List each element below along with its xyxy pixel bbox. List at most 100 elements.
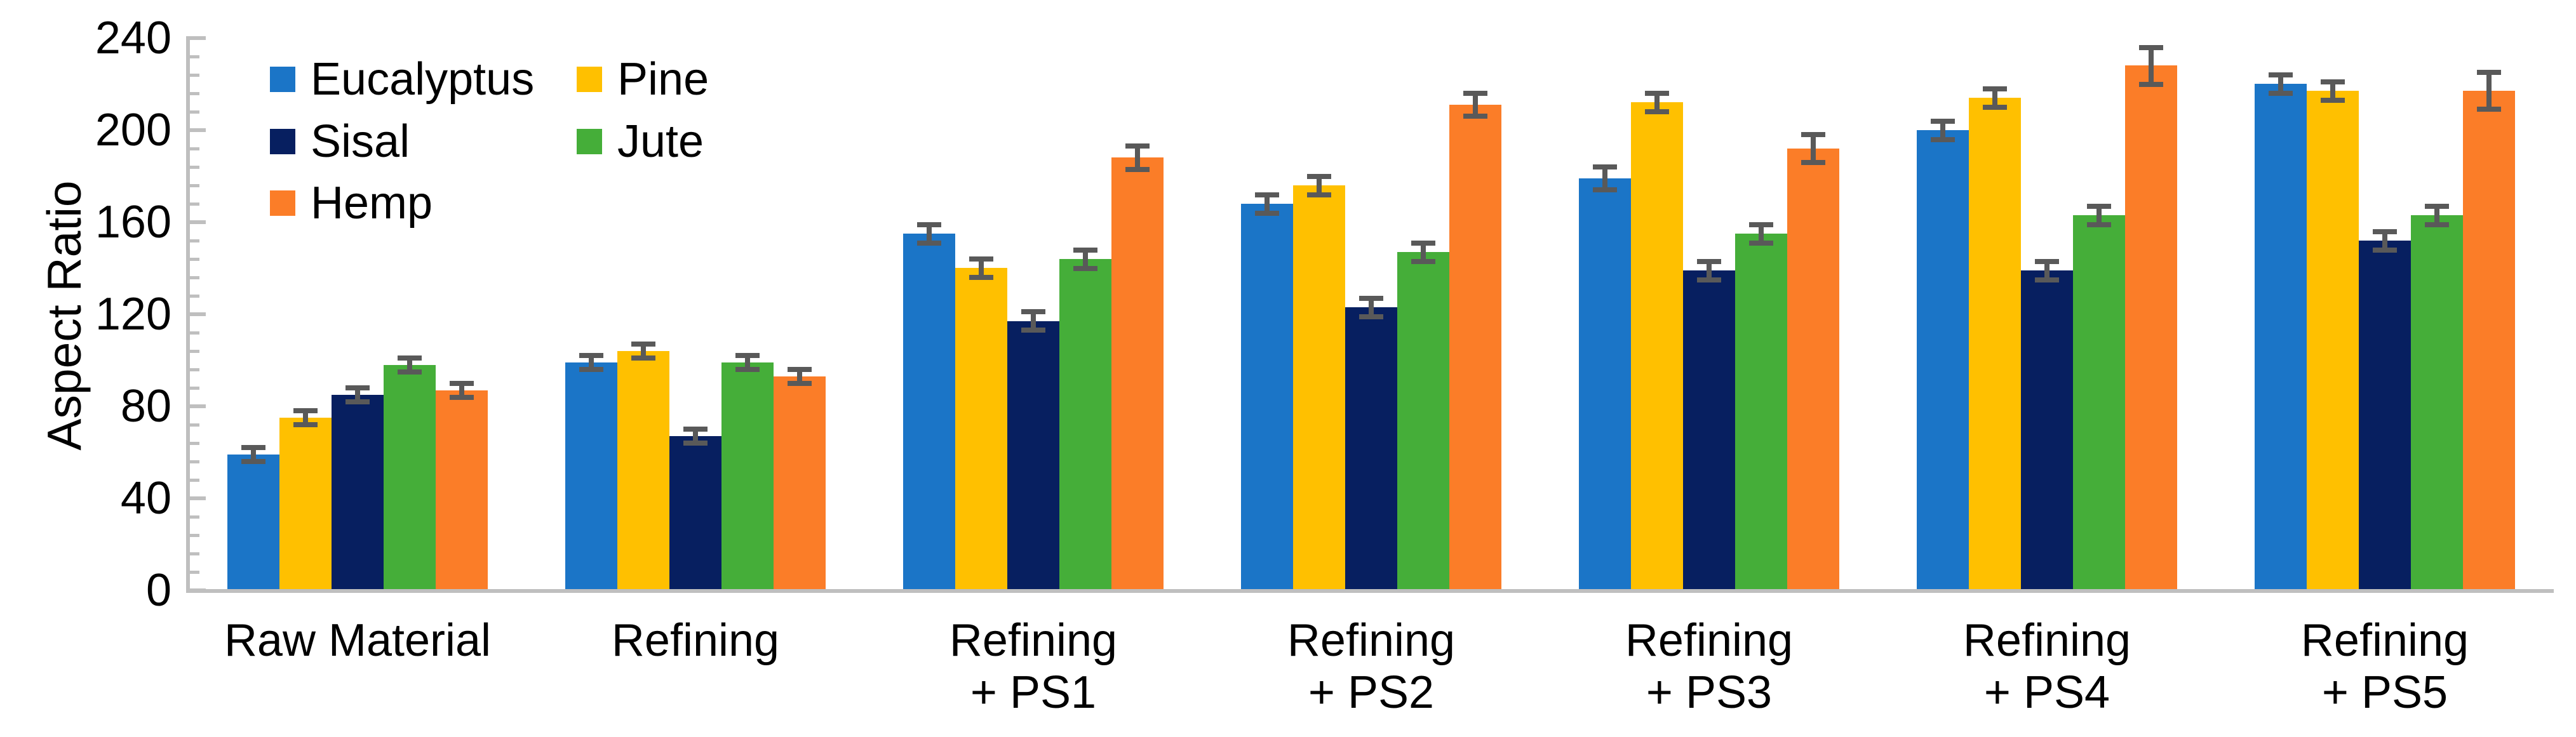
bar-pine-refining-ps4 (1969, 98, 2021, 590)
error-cap-bottom (241, 459, 265, 464)
error-cap-top (1983, 86, 2007, 91)
bar-eucalyptus-refining (565, 362, 617, 590)
bar-hemp-refining-ps1 (1111, 157, 1164, 590)
error-whisker (1473, 93, 1478, 117)
error-whisker (251, 448, 256, 461)
bar-sisal-raw-material (332, 395, 384, 590)
category-label-line: Refining (611, 615, 780, 666)
error-whisker (693, 429, 698, 443)
x-axis-line (186, 589, 2554, 593)
bar-jute-raw-material (384, 365, 436, 590)
bar-eucalyptus-refining-ps5 (2255, 84, 2307, 590)
error-cap-top (917, 222, 941, 227)
error-cap-top (1359, 295, 1383, 301)
error-cap-top (241, 445, 265, 451)
category-label-refining-ps3: Refining + PS3 (1540, 614, 1878, 719)
error-cap-bottom (1697, 277, 1721, 282)
y-minor-tick (190, 184, 199, 187)
y-minor-tick (190, 92, 199, 95)
y-minor-tick (190, 203, 199, 206)
error-cap-bottom (2321, 97, 2345, 103)
legend-label-pine: Pine (617, 54, 709, 105)
legend-swatch-sisal (270, 128, 295, 154)
error-cap-bottom (631, 355, 655, 361)
error-cap-bottom (293, 422, 318, 427)
y-major-tick (190, 220, 206, 224)
legend-item-hemp: Hemp (270, 178, 433, 229)
error-whisker (355, 388, 360, 402)
y-axis-line (186, 36, 190, 592)
category-label-refining-ps4: Refining + PS4 (1878, 614, 2216, 719)
category-label-line: Refining (1962, 615, 2131, 666)
error-cap-bottom (2425, 222, 2449, 227)
error-cap-top (450, 380, 474, 386)
bar-pine-refining-ps3 (1631, 102, 1683, 590)
error-cap-top (969, 256, 993, 262)
error-cap-top (1255, 192, 1279, 197)
error-whisker (589, 355, 594, 369)
error-cap-top (1697, 258, 1721, 264)
error-whisker (1654, 93, 1660, 112)
y-minor-tick (190, 387, 199, 390)
error-whisker (797, 369, 802, 383)
legend-item-sisal: Sisal (270, 116, 410, 167)
error-cap-bottom (1125, 166, 1150, 172)
y-tick-label-120: 120 (95, 289, 171, 340)
error-whisker (1707, 261, 1712, 280)
error-whisker (303, 411, 308, 425)
category-label-refining: Refining (527, 614, 864, 667)
error-cap-top (579, 353, 603, 359)
error-cap-top (1593, 164, 1617, 169)
error-whisker (1811, 135, 1816, 163)
y-minor-tick (190, 110, 199, 114)
bar-jute-refining-ps4 (2073, 215, 2125, 590)
category-label-refining-ps2: Refining + PS2 (1202, 614, 1540, 719)
error-cap-bottom (917, 240, 941, 246)
error-cap-top (1931, 118, 1955, 124)
y-major-tick (190, 312, 206, 316)
bar-eucalyptus-raw-material (227, 455, 279, 590)
error-cap-bottom (1359, 314, 1383, 319)
error-whisker (1602, 167, 1607, 190)
error-cap-top (1021, 309, 1045, 315)
error-whisker (2434, 206, 2439, 225)
error-cap-top (735, 353, 760, 359)
legend-swatch-pine (577, 67, 602, 92)
error-cap-bottom (579, 367, 603, 372)
bar-pine-raw-material (279, 418, 332, 590)
error-cap-bottom (2269, 91, 2293, 96)
error-cap-top (1307, 173, 1331, 179)
error-cap-bottom (1593, 187, 1617, 193)
error-cap-top (631, 342, 655, 347)
legend-label-jute: Jute (617, 116, 704, 167)
error-whisker (1369, 298, 1374, 317)
y-tick-label-240: 240 (95, 13, 171, 63)
bar-sisal-refining-ps1 (1007, 321, 1059, 590)
category-label-line: + PS4 (1983, 667, 2110, 718)
legend-label-sisal: Sisal (311, 116, 410, 167)
y-minor-tick (190, 423, 199, 427)
y-minor-tick (190, 552, 199, 555)
error-cap-bottom (1931, 136, 1955, 142)
bar-hemp-raw-material (436, 390, 488, 590)
error-cap-top (2373, 229, 2397, 234)
bar-eucalyptus-refining-ps4 (1917, 130, 1969, 590)
error-cap-bottom (2035, 277, 2059, 282)
error-whisker (1317, 176, 1322, 195)
y-minor-tick (190, 74, 199, 77)
y-minor-tick (190, 239, 199, 242)
bar-hemp-refining-ps3 (1787, 149, 1839, 590)
error-cap-bottom (345, 399, 370, 404)
bar-jute-refining-ps5 (2411, 215, 2463, 590)
error-cap-bottom (1983, 104, 2007, 110)
error-whisker (407, 357, 412, 372)
bar-eucalyptus-refining-ps3 (1579, 178, 1631, 590)
error-cap-bottom (2477, 107, 2501, 112)
error-cap-top (788, 367, 812, 372)
error-cap-top (293, 408, 318, 414)
y-major-tick (190, 36, 206, 40)
y-minor-tick (190, 295, 199, 298)
bar-jute-refining-ps1 (1059, 259, 1111, 590)
y-minor-tick (190, 331, 199, 335)
